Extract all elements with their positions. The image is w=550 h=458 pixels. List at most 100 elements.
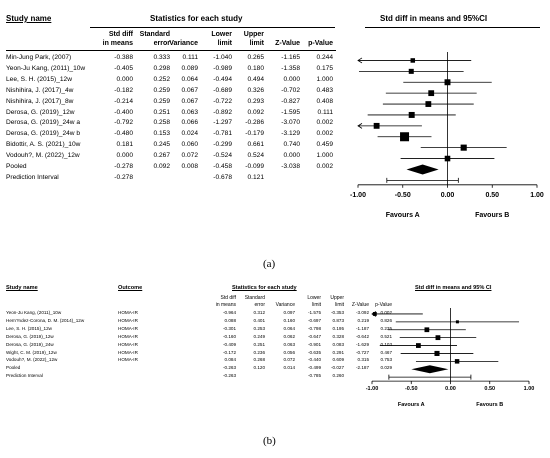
point-estimate — [408, 111, 415, 118]
cell-se: 0.259 — [153, 97, 170, 105]
outcome: HOMA-IR — [118, 333, 138, 339]
cell-lo: -0.798 — [307, 325, 321, 331]
cell-p: 0.483 — [316, 86, 333, 94]
study-name: Derosa, G. (2019)_12w — [6, 108, 75, 116]
study-name: Vodouh?, M. (2022)_12w — [6, 357, 58, 363]
x-tick-label: -1.00 — [366, 386, 379, 392]
cell-lo: -0.635 — [307, 349, 321, 355]
study-name: Derosa, G. (2019)_12w — [6, 333, 54, 339]
column-header: Z-Value — [351, 302, 369, 308]
forest-plot-b: Study name Outcome Statistics for each s… — [0, 285, 550, 458]
cell-est: -0.388 — [114, 54, 133, 61]
ci-arrow — [357, 57, 363, 64]
x-tick-label: -0.50 — [405, 386, 418, 392]
point-estimate — [372, 312, 377, 316]
cell-var: 0.024 — [181, 130, 198, 138]
cell-se: 0.268 — [253, 357, 266, 363]
x-tick-label: 1.00 — [524, 386, 535, 392]
cell-lo: -0.697 — [307, 317, 321, 323]
cell-est: -0.214 — [114, 97, 133, 105]
column-header: p-Value — [375, 302, 392, 308]
cell-z: -2.187 — [355, 365, 369, 371]
cell-z: -3.038 — [281, 163, 300, 170]
cell-hi: 0.494 — [247, 75, 264, 83]
cell-hi: -0.286 — [245, 119, 264, 127]
cell-est: -0.792 — [114, 119, 133, 127]
cell-hi: 0.260 — [332, 373, 345, 379]
cell-est: -0.480 — [114, 130, 133, 138]
cell-se: 0.249 — [253, 333, 266, 339]
ci-arrow — [357, 123, 363, 129]
cell-z: -3.129 — [281, 130, 300, 138]
stats-title-rule — [90, 27, 335, 28]
cell-hi: 0.328 — [332, 333, 345, 339]
cell-est: -0.964 — [222, 310, 236, 315]
cell-se: 0.252 — [153, 75, 170, 83]
cell-hi: 0.661 — [247, 141, 264, 149]
cell-hi: 0.265 — [247, 54, 264, 61]
cell-se: 0.236 — [253, 349, 266, 355]
cell-lo: -0.647 — [307, 333, 321, 339]
study-name: Bidottir, A. S. (2021)_10w — [6, 141, 81, 149]
column-header: p-Value — [308, 40, 333, 47]
column-header: Variance — [275, 302, 295, 308]
column-header: Z-Value — [275, 40, 300, 47]
forest-plot-area: -1.00 -0.50 0.00 0.50 1.00 Favours A Favours B — [350, 52, 544, 219]
study-name: Derosa, G. (2019)_24w b — [6, 130, 81, 138]
cell-est: -0.400 — [114, 108, 133, 116]
study-name-header: Study name — [6, 14, 52, 23]
column-header: error — [153, 40, 170, 47]
cell-p: 0.235 — [380, 325, 393, 331]
study-name: Wight, C. M. (2019)_12w — [6, 349, 57, 355]
cell-se: 0.120 — [253, 365, 266, 371]
cell-hi: 0.083 — [332, 341, 345, 347]
cell-p: 0.002 — [380, 310, 393, 315]
cell-p: 0.029 — [380, 365, 393, 371]
cell-p: 0.459 — [316, 141, 333, 149]
cell-se: 0.258 — [153, 119, 170, 127]
cell-p: 0.244 — [316, 54, 333, 61]
cell-est: 0.084 — [224, 357, 237, 363]
favours-right: Favours B — [475, 212, 509, 219]
cell-se: 0.259 — [153, 86, 170, 94]
column-header: Upper — [243, 31, 264, 38]
cell-lo: -0.524 — [213, 152, 232, 160]
outcome: HOMA-IR — [118, 349, 138, 355]
cell-est: -0.172 — [222, 349, 236, 355]
point-estimate — [435, 335, 441, 341]
cell-p: 0.408 — [316, 97, 333, 105]
cell-lo: -1.575 — [307, 310, 321, 315]
cell-lo: -0.440 — [307, 357, 321, 363]
favours-right: Favours B — [476, 402, 503, 408]
cell-var: 0.097 — [283, 310, 296, 315]
cell-z: -1.629 — [355, 341, 369, 347]
cell-hi: 0.121 — [247, 173, 264, 181]
x-tick-label: 1.00 — [530, 192, 544, 199]
cell-var: 0.063 — [181, 108, 198, 116]
cell-hi: -0.099 — [245, 163, 264, 170]
cell-hi: -0.353 — [330, 310, 344, 315]
forest-plot-a: Study name Statistics for each study Std… — [6, 14, 544, 270]
cell-p: 0.103 — [380, 341, 393, 347]
cell-var: 0.072 — [181, 152, 198, 160]
point-estimate — [428, 90, 435, 97]
cell-lo: -0.678 — [213, 173, 232, 181]
cell-var: 0.111 — [182, 54, 198, 61]
cell-var: 0.060 — [181, 141, 198, 149]
column-header: limit — [217, 40, 232, 47]
cell-hi: -0.027 — [330, 365, 344, 371]
cell-est: -0.405 — [114, 64, 133, 72]
cell-var: 0.008 — [181, 163, 198, 170]
study-name: Nishihira, J. (2017)_4w — [6, 86, 74, 94]
cell-est: -0.182 — [114, 86, 133, 94]
cell-se: 0.333 — [153, 54, 170, 61]
plot-title: Std diff in means and 95% CI — [415, 285, 492, 291]
study-name: Derosa, G. (2019)_24w a — [6, 119, 81, 127]
column-header: in means — [215, 302, 236, 308]
cell-z: -0.727 — [355, 349, 369, 355]
cell-hi: 0.180 — [247, 64, 264, 72]
study-name: Nishihira, J. (2017)_8w — [6, 97, 74, 105]
cell-se: 0.267 — [153, 152, 170, 160]
cell-z: -3.092 — [355, 310, 369, 315]
study-name: Pooled — [6, 365, 21, 371]
